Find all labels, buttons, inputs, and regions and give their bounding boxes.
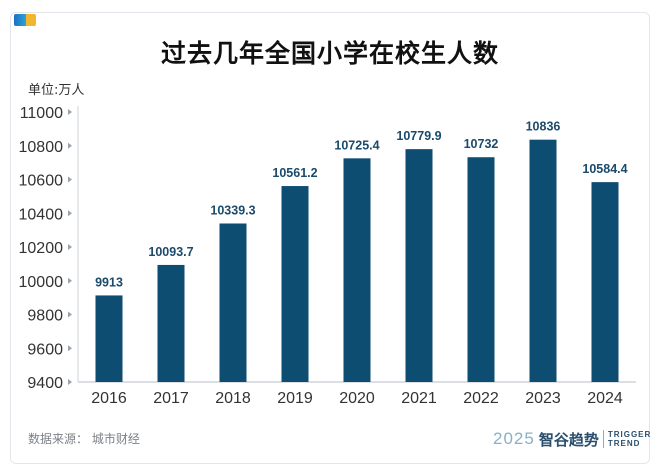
y-tick-label: 11000 — [20, 105, 63, 122]
logo-english-line1: TRIGGER — [607, 430, 652, 439]
y-tick-label: 9800 — [27, 308, 63, 325]
bar — [219, 223, 247, 382]
y-tick-marker-icon — [68, 176, 72, 183]
y-tick-marker-icon — [68, 244, 72, 250]
logo-name: 智谷趋势 — [538, 430, 599, 449]
y-tick-label: 10200 — [19, 240, 64, 257]
bar-value-label: 10093.7 — [148, 245, 193, 259]
y-tick-label: 10000 — [19, 274, 64, 291]
bar-value-label: 10561.2 — [272, 166, 317, 180]
bar-value-label: 10584.4 — [582, 162, 627, 176]
x-tick-label: 2022 — [463, 390, 499, 407]
chart-title: 过去几年全国小学在校生人数 — [160, 39, 499, 68]
corner-accent-icon — [14, 14, 36, 26]
bar-value-label: 10339.3 — [210, 203, 255, 217]
logo-year: 2025 — [493, 429, 535, 448]
bar — [591, 182, 619, 382]
logo-divider — [602, 430, 604, 448]
bar-value-label: 10732 — [464, 137, 499, 151]
y-tick-marker-icon — [68, 109, 72, 115]
data-source-note: 数据来源： 城市财经 — [28, 432, 140, 446]
bar-value-label: 10779.9 — [396, 129, 441, 143]
brand-logo: 2025 智谷趋势 TRIGGER TREND — [493, 428, 651, 450]
y-tick-marker-icon — [68, 345, 72, 352]
x-tick-label: 2024 — [587, 390, 623, 407]
y-tick-marker-icon — [68, 311, 72, 318]
bar — [95, 295, 123, 382]
bar — [405, 149, 433, 382]
bar — [281, 186, 309, 382]
x-tick-label: 2020 — [339, 390, 375, 407]
y-tick-marker-icon — [68, 210, 72, 217]
y-tick-marker-icon — [68, 379, 72, 385]
logo-english-line2: TREND — [607, 439, 641, 448]
bar — [343, 158, 371, 382]
x-tick-label: 2023 — [525, 390, 561, 407]
x-tick-label: 2016 — [91, 390, 127, 407]
bar — [157, 264, 185, 382]
x-tick-label: 2017 — [153, 390, 189, 407]
bar-value-label: 10725.4 — [334, 138, 379, 152]
y-tick-label: 10400 — [19, 206, 64, 223]
y-tick-marker-icon — [68, 142, 72, 149]
bar-value-label: 9913 — [95, 275, 123, 289]
x-tick-label: 2021 — [401, 390, 437, 407]
logo-english: TRIGGER TREND — [608, 430, 651, 448]
bar — [467, 157, 495, 382]
bar-value-label: 10836 — [526, 120, 561, 134]
y-tick-label: 10800 — [19, 139, 64, 156]
bar — [529, 139, 557, 382]
y-tick-label: 9600 — [27, 341, 63, 358]
y-tick-label: 10600 — [19, 173, 64, 190]
y-axis-unit-label: 单位:万人 — [28, 83, 85, 98]
x-tick-label: 2019 — [277, 390, 313, 407]
x-tick-label: 2018 — [215, 390, 251, 407]
y-tick-marker-icon — [68, 277, 72, 284]
y-tick-label: 9400 — [27, 375, 63, 392]
